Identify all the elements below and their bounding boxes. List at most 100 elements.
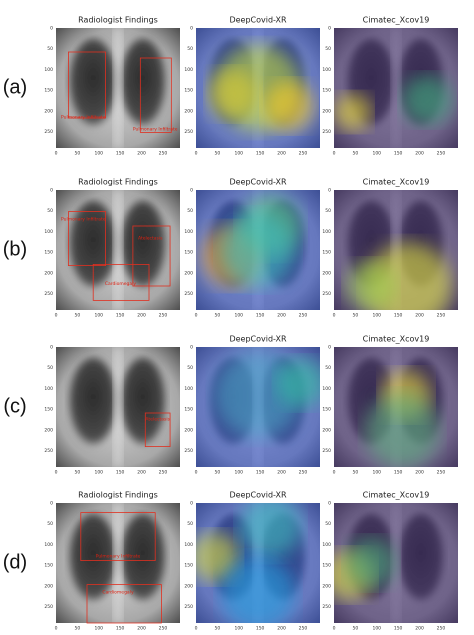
x-tick-label: 0: [333, 470, 336, 476]
x-tick-label: 250: [159, 151, 168, 157]
x-tick-label: 0: [195, 151, 198, 157]
x-tick-label: 0: [195, 313, 198, 319]
y-tick-label: 150: [44, 563, 53, 569]
panel: Cimatec_Xcov19 0 0 50 50 100 100 150 150 200 200 25…: [322, 178, 458, 319]
x-tick-label: 200: [277, 470, 286, 476]
finding-box: [86, 584, 162, 624]
y-tick-label: 50: [187, 521, 193, 527]
finding-box: [132, 225, 171, 287]
image: [196, 503, 320, 623]
heatmap-blob: [239, 503, 302, 558]
right-lung: [120, 38, 166, 126]
x-tick-label: 200: [415, 626, 424, 632]
panel-title: DeepCovid-XR: [229, 178, 287, 187]
panel-title: Cimatec_Xcov19: [363, 178, 430, 187]
y-tick-label: 50: [187, 208, 193, 214]
x-tick-label: 100: [94, 151, 103, 157]
y-tick-label: 100: [184, 386, 193, 392]
y-tick-label: 200: [44, 427, 53, 433]
heatmap-blob: [264, 81, 314, 131]
x-tick-label: 250: [299, 151, 308, 157]
finding-box: [139, 57, 172, 133]
y-tick-label: 200: [322, 108, 331, 114]
panel-title: Cimatec_Xcov19: [363, 16, 430, 25]
heatmap-blob: [220, 555, 296, 623]
image: [56, 190, 180, 310]
x-tick-label: 50: [353, 470, 359, 476]
x-tick-label: 0: [333, 626, 336, 632]
x-tick-label: 200: [277, 626, 286, 632]
panel: DeepCovid-XR 0 0 50 50 100 100 150 150 200 200 250 2…: [184, 16, 320, 157]
finding-box: [68, 51, 107, 119]
x-tick-label: 100: [94, 470, 103, 476]
x-tick-label: 200: [137, 151, 146, 157]
x-tick-label: 150: [394, 626, 403, 632]
finding-label: Pulmonary Infiltrate: [61, 216, 106, 222]
y-tick-label: 200: [184, 270, 193, 276]
y-tick-label: 100: [44, 386, 53, 392]
panel-title: DeepCovid-XR: [229, 16, 287, 25]
y-tick-label: 250: [322, 448, 331, 454]
row-label: (c): [3, 395, 26, 417]
y-tick-label: 100: [44, 229, 53, 235]
heatmap-blob: [365, 393, 440, 467]
image: [56, 347, 180, 467]
y-tick-label: 0: [50, 188, 53, 194]
x-tick-label: 100: [372, 470, 381, 476]
y-tick-label: 50: [325, 365, 331, 371]
y-tick-label: 200: [184, 583, 193, 589]
image: [334, 503, 458, 623]
spine: [113, 503, 123, 623]
y-tick-label: 100: [184, 542, 193, 548]
y-tick-label: 150: [184, 407, 193, 413]
x-tick-label: 250: [437, 313, 446, 319]
x-tick-label: 50: [353, 151, 359, 157]
image: [334, 347, 458, 467]
panel-title: Radiologist Findings: [78, 178, 158, 187]
spine: [113, 190, 123, 310]
x-tick-label: 0: [195, 470, 198, 476]
y-tick-label: 100: [184, 229, 193, 235]
finding-label: Cardiomegaly: [105, 281, 137, 287]
x-tick-label: 50: [215, 470, 221, 476]
panel: Radiologist Findings Pulmonary Infiltrate…: [44, 178, 180, 319]
x-tick-label: 100: [372, 151, 381, 157]
x-tick-label: 250: [437, 151, 446, 157]
y-tick-label: 50: [47, 365, 53, 371]
image: [196, 190, 320, 310]
x-tick-label: 0: [195, 626, 198, 632]
y-tick-label: 50: [47, 521, 53, 527]
finding-label: Atelectasis: [145, 417, 170, 423]
y-tick-label: 50: [47, 46, 53, 52]
y-tick-label: 0: [190, 345, 193, 351]
y-tick-label: 250: [44, 604, 53, 610]
finding-box: [144, 412, 171, 447]
y-tick-label: 250: [322, 129, 331, 135]
right-lung: [120, 513, 166, 601]
x-tick-label: 100: [94, 626, 103, 632]
y-tick-label: 100: [322, 67, 331, 73]
heatmap-blob: [208, 69, 258, 119]
left-lung: [69, 357, 117, 445]
x-tick-label: 150: [116, 470, 125, 476]
x-tick-label: 200: [277, 151, 286, 157]
right-lung: [120, 357, 166, 445]
finding-label: Pulmonary Infiltrate: [133, 126, 178, 132]
x-tick-label: 250: [299, 626, 308, 632]
y-tick-label: 250: [184, 604, 193, 610]
y-tick-label: 100: [322, 229, 331, 235]
y-tick-label: 50: [325, 208, 331, 214]
heatmap-blob: [276, 358, 320, 408]
x-tick-label: 150: [116, 313, 125, 319]
y-tick-label: 0: [50, 345, 53, 351]
x-tick-label: 250: [437, 470, 446, 476]
y-tick-label: 250: [44, 129, 53, 135]
panel: Atelectasis 0 0 50 50 100 100 150 150 200 200 250 25…: [44, 345, 180, 476]
finding-label: Pulmonary Infiltrate: [96, 553, 141, 559]
row-label: (b): [3, 238, 27, 260]
image: [196, 28, 320, 148]
x-tick-label: 200: [137, 626, 146, 632]
x-tick-label: 100: [234, 151, 243, 157]
panel-title: Radiologist Findings: [78, 16, 158, 25]
